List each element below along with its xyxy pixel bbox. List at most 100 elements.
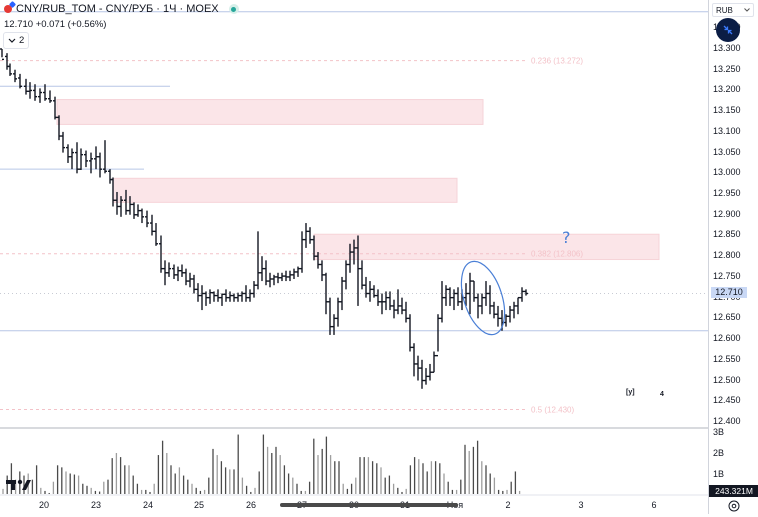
ohlc-bar bbox=[340, 276, 344, 311]
ohlc-bar bbox=[184, 268, 188, 286]
time-axis-label: 3 bbox=[578, 500, 584, 510]
price-axis-label: 12.900 bbox=[713, 208, 741, 219]
ohlc-bar bbox=[119, 196, 123, 217]
collapse-arrows-icon bbox=[723, 25, 733, 35]
ohlc-bar bbox=[159, 235, 163, 273]
ohlc-bar bbox=[412, 343, 416, 377]
ohlc-bar bbox=[98, 152, 102, 178]
ohlc-bar bbox=[53, 96, 57, 120]
ohlc-bar bbox=[268, 272, 272, 288]
elliott-wave-label: 4 bbox=[660, 391, 664, 398]
ohlc-bar bbox=[220, 293, 224, 306]
ohlc-bar bbox=[380, 293, 384, 315]
ohlc-bar bbox=[336, 297, 340, 327]
price-axis-label: 13.100 bbox=[713, 125, 741, 136]
supply-zone-rectangle bbox=[56, 99, 484, 125]
ohlc-bar bbox=[436, 314, 440, 357]
ohlc-bar bbox=[400, 297, 404, 315]
ohlc-bar bbox=[372, 285, 376, 298]
price-axis-label: 12.950 bbox=[713, 188, 741, 199]
price-axis-label: 12.550 bbox=[713, 353, 741, 364]
ohlc-bar bbox=[172, 264, 176, 279]
ohlc-bar bbox=[452, 289, 456, 311]
ohlc-bar bbox=[272, 274, 276, 286]
ohlc-bar bbox=[448, 287, 452, 306]
ohlc-bar bbox=[384, 291, 388, 311]
ohlc-bar bbox=[94, 146, 98, 170]
price-axis[interactable]: RUB 13.35013.30013.25013.20013.15013.100… bbox=[708, 0, 758, 514]
ohlc-bar bbox=[516, 296, 520, 315]
ohlc-bar bbox=[324, 272, 328, 315]
ohlc-bar bbox=[48, 90, 52, 103]
ohlc-bar bbox=[84, 150, 88, 168]
ohlc-bar bbox=[496, 305, 500, 327]
ohlc-bar bbox=[248, 289, 252, 302]
ohlc-bar bbox=[408, 314, 412, 352]
auto-scale-button[interactable] bbox=[716, 18, 740, 42]
chart-pane[interactable]: 0.236 (13.272) 0.382 (12.806) 0.5 (12.430)… bbox=[0, 0, 708, 514]
ohlc-bar bbox=[33, 84, 37, 101]
ohlc-bar bbox=[167, 262, 171, 277]
ohlc-bar bbox=[108, 169, 112, 184]
fib-level-label: 0.5 (12.430) bbox=[531, 406, 574, 415]
ohlc-bar bbox=[360, 260, 364, 290]
ohlc-bar bbox=[416, 355, 420, 381]
ohlc-bar bbox=[492, 301, 496, 319]
ohlc-bar bbox=[508, 305, 512, 323]
price-axis-label: 12.500 bbox=[713, 374, 741, 385]
ohlc-bar bbox=[352, 239, 356, 265]
ohlc-bar bbox=[480, 293, 484, 315]
currency-value: RUB bbox=[716, 5, 733, 15]
price-axis-label: 12.850 bbox=[713, 229, 741, 240]
ohlc-bar bbox=[43, 84, 47, 101]
ohlc-bar bbox=[192, 274, 196, 294]
time-scrollbar[interactable] bbox=[280, 503, 458, 507]
time-axis-label: 2 bbox=[505, 500, 511, 510]
price-axis-label: 13.150 bbox=[713, 105, 741, 116]
time-axis-label: 26 bbox=[245, 500, 257, 510]
ohlc-bar bbox=[512, 301, 516, 319]
ohlc-bar bbox=[111, 177, 115, 207]
ohlc-bar bbox=[288, 270, 292, 282]
fib-level-label: 0.382 (12.806) bbox=[531, 250, 583, 259]
tradingview-logo-icon bbox=[6, 479, 31, 490]
ohlc-bar bbox=[196, 283, 200, 302]
ohlc-bar bbox=[232, 293, 236, 302]
ohlc-bar bbox=[368, 281, 372, 302]
time-axis-label: 6 bbox=[651, 500, 657, 510]
indicators-count: 2 bbox=[19, 35, 25, 46]
symbol-legend[interactable]: CNY/RUB_TOM - CNY/РУБ · 1Ч · MOEX bbox=[4, 3, 239, 15]
supply-zone-rectangle bbox=[313, 233, 660, 261]
ohlc-bar bbox=[392, 299, 396, 319]
price-chart-canvas[interactable]: 0.236 (13.272) 0.382 (12.806) 0.5 (12.430)… bbox=[0, 0, 708, 514]
ohlc-bar bbox=[61, 131, 65, 153]
ohlc-bar bbox=[428, 363, 432, 381]
ohlc-bar bbox=[0, 48, 4, 61]
ohlc-bar bbox=[18, 73, 22, 89]
ohlc-bar bbox=[476, 293, 480, 319]
ohlc-bar bbox=[432, 351, 436, 373]
ohlc-bar bbox=[468, 272, 472, 315]
ohlc-bar bbox=[240, 291, 244, 302]
symbol-title[interactable]: CNY/RUB_TOM - CNY/РУБ · 1Ч · MOEX bbox=[16, 3, 219, 15]
ohlc-bar bbox=[66, 144, 70, 163]
ohlc-bar bbox=[332, 314, 336, 335]
currency-select[interactable]: RUB bbox=[712, 3, 754, 17]
tradingview-logo[interactable] bbox=[6, 478, 32, 495]
ohlc-bar bbox=[228, 291, 232, 302]
price-axis-label: 13.200 bbox=[713, 84, 741, 95]
chart-settings-button[interactable] bbox=[728, 499, 740, 512]
ohlc-bar bbox=[124, 189, 128, 215]
ohlc-bar bbox=[57, 115, 61, 141]
ohlc-bar bbox=[320, 260, 324, 282]
price-axis-label: 13.000 bbox=[713, 167, 741, 178]
ohlc-bar bbox=[188, 272, 192, 288]
ohlc-bar bbox=[472, 280, 476, 302]
ohlc-bar bbox=[316, 252, 320, 269]
indicators-collapse-button[interactable]: 2 bbox=[3, 32, 30, 49]
ohlc-bar bbox=[180, 264, 184, 277]
ohlc-bar bbox=[28, 82, 32, 99]
ohlc-bar bbox=[103, 140, 107, 174]
supply-zone-rectangle bbox=[112, 177, 458, 203]
ohlc-bar bbox=[504, 314, 508, 327]
